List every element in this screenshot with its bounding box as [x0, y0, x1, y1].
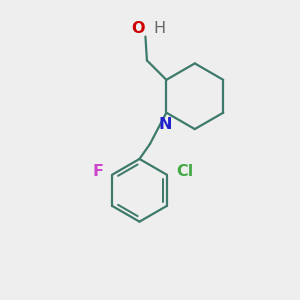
- Text: H: H: [154, 21, 166, 36]
- Text: F: F: [92, 164, 104, 179]
- Text: N: N: [158, 116, 172, 131]
- Text: O: O: [131, 21, 145, 36]
- Text: Cl: Cl: [176, 164, 193, 179]
